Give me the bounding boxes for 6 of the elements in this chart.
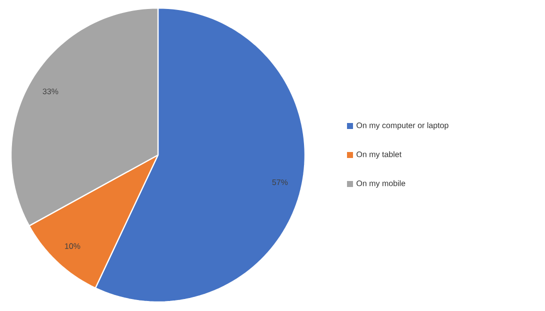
data-label: 33% (42, 88, 58, 94)
data-label: 57% (272, 179, 288, 186)
legend-label: On my mobile (356, 180, 406, 188)
data-label: 10% (65, 243, 80, 249)
legend-label: On my tablet (356, 151, 402, 159)
legend-label: On my computer or laptop (356, 122, 448, 130)
